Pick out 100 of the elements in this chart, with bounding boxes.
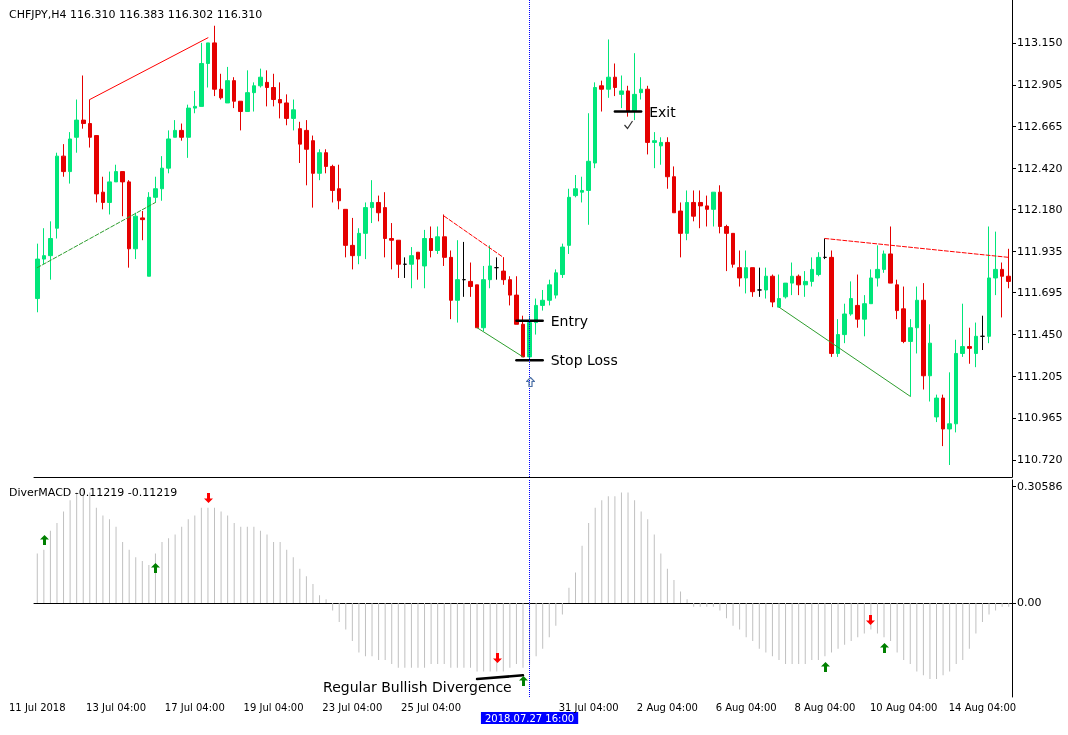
- candlestick: [363, 201, 368, 260]
- candlestick: [586, 112, 591, 226]
- y-tick-label: 112.665: [1017, 119, 1063, 133]
- candlestick: [337, 164, 341, 210]
- candlestick: [750, 267, 755, 298]
- y-tick-label: 111.695: [1017, 286, 1063, 300]
- x-tick-label: 31 Jul 04:00: [558, 701, 619, 713]
- candlestick: [895, 279, 899, 320]
- candlestick: [652, 131, 657, 169]
- candlestick: [567, 188, 571, 255]
- candlestick: [475, 284, 479, 329]
- x-tick-label: 17 Jul 04:00: [164, 701, 225, 713]
- candlestick: [855, 274, 860, 329]
- x-tick-label: 13 Jul 04:00: [86, 701, 147, 713]
- candlestick: [672, 165, 676, 214]
- candlestick: [554, 268, 558, 300]
- candlestick: [1000, 262, 1004, 318]
- candlestick: [42, 227, 46, 265]
- candlestick: [632, 52, 637, 121]
- candlestick: [573, 174, 578, 198]
- candlestick: [396, 239, 401, 279]
- candlestick: [317, 148, 322, 181]
- text: CHFJPY,H4 116.310 116.383 116.302 116.310: [9, 8, 263, 21]
- candlestick: [389, 222, 394, 270]
- candlestick: [416, 251, 420, 281]
- candlestick: [455, 239, 460, 324]
- candlestick: [81, 75, 86, 130]
- candlestick: [521, 315, 525, 358]
- candlestick: [882, 250, 886, 274]
- candlestick: [901, 286, 906, 344]
- candlestick: [225, 66, 230, 104]
- candlestick: [757, 267, 762, 298]
- candlestick: [790, 262, 794, 296]
- candlestick: [304, 119, 309, 186]
- text: DiverMACD -0.11219 -0.11219: [9, 486, 178, 499]
- y-tick-label: 0.30586: [1017, 480, 1063, 494]
- y-tick-label: 112.180: [1017, 202, 1063, 216]
- candlestick: [232, 76, 236, 109]
- candlestick: [291, 99, 296, 131]
- candlestick: [422, 229, 427, 289]
- candlestick: [429, 225, 433, 258]
- candlestick: [284, 93, 289, 126]
- candlestick: [435, 225, 440, 255]
- x-tick-label: 25 Jul 04:00: [401, 701, 462, 713]
- candlestick: [534, 298, 538, 336]
- candlestick: [101, 176, 105, 210]
- candlestick: [816, 251, 821, 277]
- candlestick: [127, 179, 131, 269]
- candlestick: [980, 315, 985, 351]
- candlestick: [238, 100, 243, 131]
- x-tick-label: 6 Aug 04:00: [715, 701, 777, 713]
- candlestick: [764, 267, 768, 300]
- candlestick: [960, 303, 965, 358]
- candlestick: [48, 220, 53, 281]
- candlestick: [954, 339, 958, 433]
- candlestick: [724, 224, 729, 272]
- candlestick: [324, 148, 328, 174]
- candlestick: [639, 76, 643, 101]
- candlestick: [731, 232, 735, 269]
- x-tick-label: 8 Aug 04:00: [794, 701, 856, 713]
- x-tick-label: 11 Jul 2018: [8, 701, 66, 713]
- candlestick: [547, 279, 552, 306]
- x-tick-label: 23 Jul 04:00: [322, 701, 383, 713]
- candlestick: [665, 136, 670, 190]
- candlestick: [350, 217, 355, 270]
- candlestick: [120, 171, 125, 217]
- y-tick-label: 110.720: [1017, 453, 1063, 467]
- candlestick: [186, 104, 191, 159]
- candlestick: [711, 191, 716, 227]
- candlestick: [829, 250, 834, 358]
- candlestick: [619, 75, 624, 109]
- candlestick: [783, 282, 788, 300]
- candlestick: [947, 371, 952, 466]
- candlestick: [245, 69, 250, 113]
- candlestick: [107, 171, 112, 215]
- candlestick: [626, 85, 630, 118]
- candlestick: [343, 208, 348, 258]
- candlestick: [488, 244, 492, 289]
- y-tick-label: 112.420: [1017, 161, 1063, 175]
- candlestick: [403, 256, 407, 279]
- candlestick: [1006, 248, 1011, 289]
- candlestick: [928, 323, 932, 402]
- y-tick-label: 111.205: [1017, 370, 1063, 384]
- candlestick: [468, 262, 473, 298]
- candlestick: [179, 123, 184, 142]
- candlestick: [61, 143, 66, 178]
- candlestick: [842, 303, 847, 344]
- x-tick-label: 14 Aug 04:00: [948, 701, 1017, 713]
- series-label: Regular Bullish Divergence: [323, 679, 512, 696]
- candlestick: [967, 327, 972, 365]
- candlestick: [278, 81, 282, 119]
- series-label: Exit: [649, 103, 677, 120]
- candlestick: [88, 99, 92, 149]
- candlestick: [915, 286, 919, 354]
- candlestick: [219, 73, 223, 101]
- candlestick: [35, 243, 40, 313]
- candlestick: [409, 246, 414, 289]
- candlestick: [993, 231, 998, 296]
- candlestick: [796, 274, 801, 296]
- candlestick: [823, 238, 827, 260]
